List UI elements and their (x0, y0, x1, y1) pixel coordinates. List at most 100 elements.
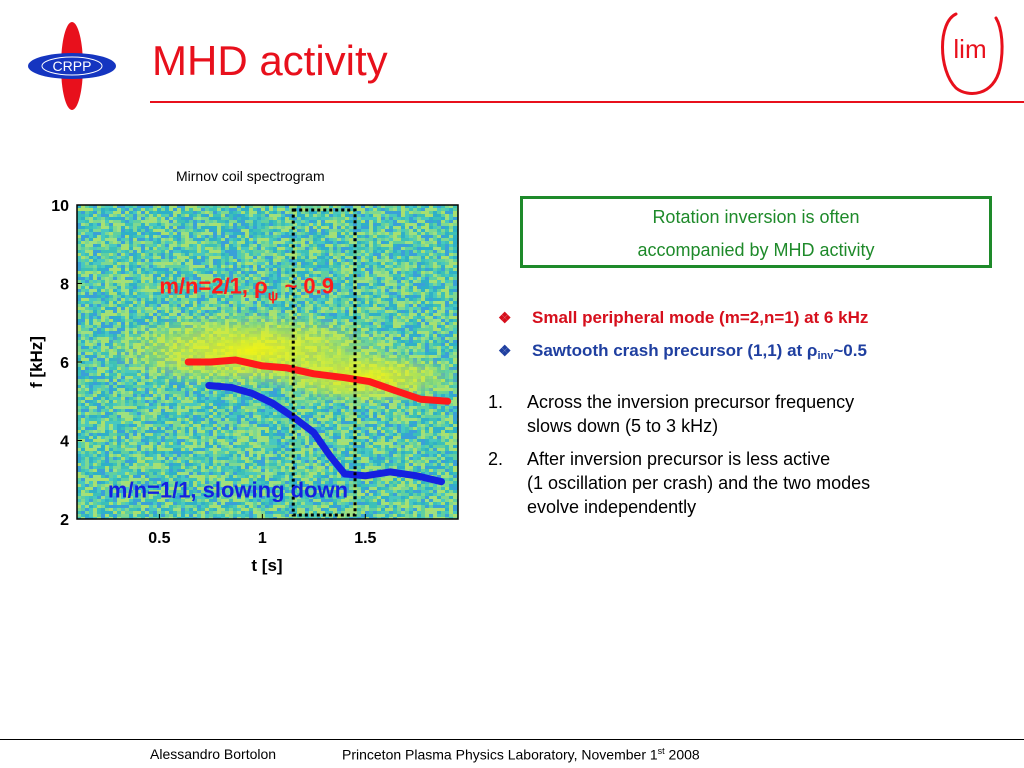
spectrogram-cell (281, 226, 285, 229)
spectrogram-cell (393, 241, 397, 244)
spectrogram-cell (125, 241, 129, 244)
spectrogram-cell (221, 226, 225, 229)
spectrogram-cell (165, 244, 169, 247)
spectrogram-cell (329, 244, 333, 247)
spectrogram-cell (109, 316, 113, 319)
spectrogram-cell (301, 226, 305, 229)
spectrogram-cell (441, 328, 445, 331)
spectrogram-cell (405, 298, 409, 301)
spectrogram-cell (253, 289, 257, 292)
spectrogram-cell (137, 220, 141, 223)
spectrogram-cell (321, 307, 325, 310)
spectrogram-cell (225, 232, 229, 235)
spectrogram-cell (313, 280, 317, 283)
spectrogram-cell (377, 217, 381, 220)
spectrogram-cell (305, 217, 309, 220)
spectrogram-cell (341, 241, 345, 244)
spectrogram-cell (373, 211, 377, 214)
spectrogram-cell (373, 232, 377, 235)
spectrogram-cell (421, 259, 425, 262)
spectrogram-cell (329, 250, 333, 253)
spectrogram-cell (453, 268, 457, 271)
spectrogram-cell (117, 316, 121, 319)
spectrogram-cell (181, 274, 185, 277)
spectrogram-cell (101, 328, 105, 331)
spectrogram-cell (213, 238, 217, 241)
spectrogram-cell (357, 262, 361, 265)
spectrogram-cell (77, 337, 81, 340)
spectrogram-cell (145, 307, 149, 310)
spectrogram-cell (173, 295, 177, 298)
spectrogram-cell (361, 208, 365, 211)
spectrogram-cell (121, 292, 125, 295)
spectrogram-cell (357, 208, 361, 211)
spectrogram-cell (93, 358, 97, 361)
spectrogram-cell (401, 277, 405, 280)
spectrogram-cell (341, 271, 345, 274)
spectrogram-cell (389, 262, 393, 265)
spectrogram-cell (389, 289, 393, 292)
spectrogram-cell (309, 211, 313, 214)
spectrogram-cell (229, 301, 233, 304)
spectrogram-cell (297, 277, 301, 280)
spectrogram-cell (413, 250, 417, 253)
spectrogram-cell (261, 205, 265, 208)
spectrogram-cell (209, 280, 213, 283)
spectrogram-cell (293, 220, 297, 223)
spectrogram-cell (373, 205, 377, 208)
spectrogram-cell (125, 247, 129, 250)
spectrogram-cell (449, 349, 453, 352)
spectrogram-cell (393, 307, 397, 310)
spectrogram-cell (277, 295, 281, 298)
spectrogram-cell (397, 223, 401, 226)
spectrogram-cell (357, 307, 361, 310)
spectrogram-cell (385, 295, 389, 298)
spectrogram-cell (293, 286, 297, 289)
spectrogram-cell (153, 268, 157, 271)
spectrogram-cell (429, 283, 433, 286)
spectrogram-cell (145, 247, 149, 250)
spectrogram-cell (305, 247, 309, 250)
spectrogram-cell (217, 253, 221, 256)
spectrogram-cell (257, 259, 261, 262)
spectrogram-cell (185, 277, 189, 280)
spectrogram-cell (113, 319, 117, 322)
spectrogram-cell (261, 262, 265, 265)
spectrogram-cell (273, 229, 277, 232)
spectrogram-cell (133, 220, 137, 223)
spectrogram-cell (373, 310, 377, 313)
spectrogram-cell (141, 313, 145, 316)
spectrogram-cell (309, 274, 313, 277)
spectrogram-cell (381, 307, 385, 310)
spectrogram-cell (81, 223, 85, 226)
spectrogram-cell (241, 307, 245, 310)
spectrogram-cell (441, 352, 445, 355)
spectrogram-cell (225, 238, 229, 241)
spectrogram-cell (213, 214, 217, 217)
spectrogram-cell (337, 304, 341, 307)
spectrogram-cell (309, 229, 313, 232)
spectrogram-cell (265, 307, 269, 310)
spectrogram-cell (421, 244, 425, 247)
spectrogram-cell (153, 289, 157, 292)
spectrogram-cell (421, 310, 425, 313)
spectrogram-cell (285, 265, 289, 268)
spectrogram-cell (413, 301, 417, 304)
spectrogram-cell (125, 268, 129, 271)
spectrogram-cell (301, 307, 305, 310)
spectrogram-cell (409, 283, 413, 286)
spectrogram-cell (229, 265, 233, 268)
spectrogram-cell (285, 307, 289, 310)
spectrogram-cell (145, 277, 149, 280)
spectrogram-cell (101, 265, 105, 268)
spectrogram-cell (401, 337, 405, 340)
spectrogram-cell (185, 217, 189, 220)
spectrogram-cell (129, 217, 133, 220)
spectrogram-cell (137, 208, 141, 211)
spectrogram-cell (89, 226, 93, 229)
spectrogram-cell (405, 205, 409, 208)
spectrogram-cell (333, 229, 337, 232)
spectrogram-cell (133, 208, 137, 211)
spectrogram-cell (121, 310, 125, 313)
spectrogram-cell (93, 292, 97, 295)
